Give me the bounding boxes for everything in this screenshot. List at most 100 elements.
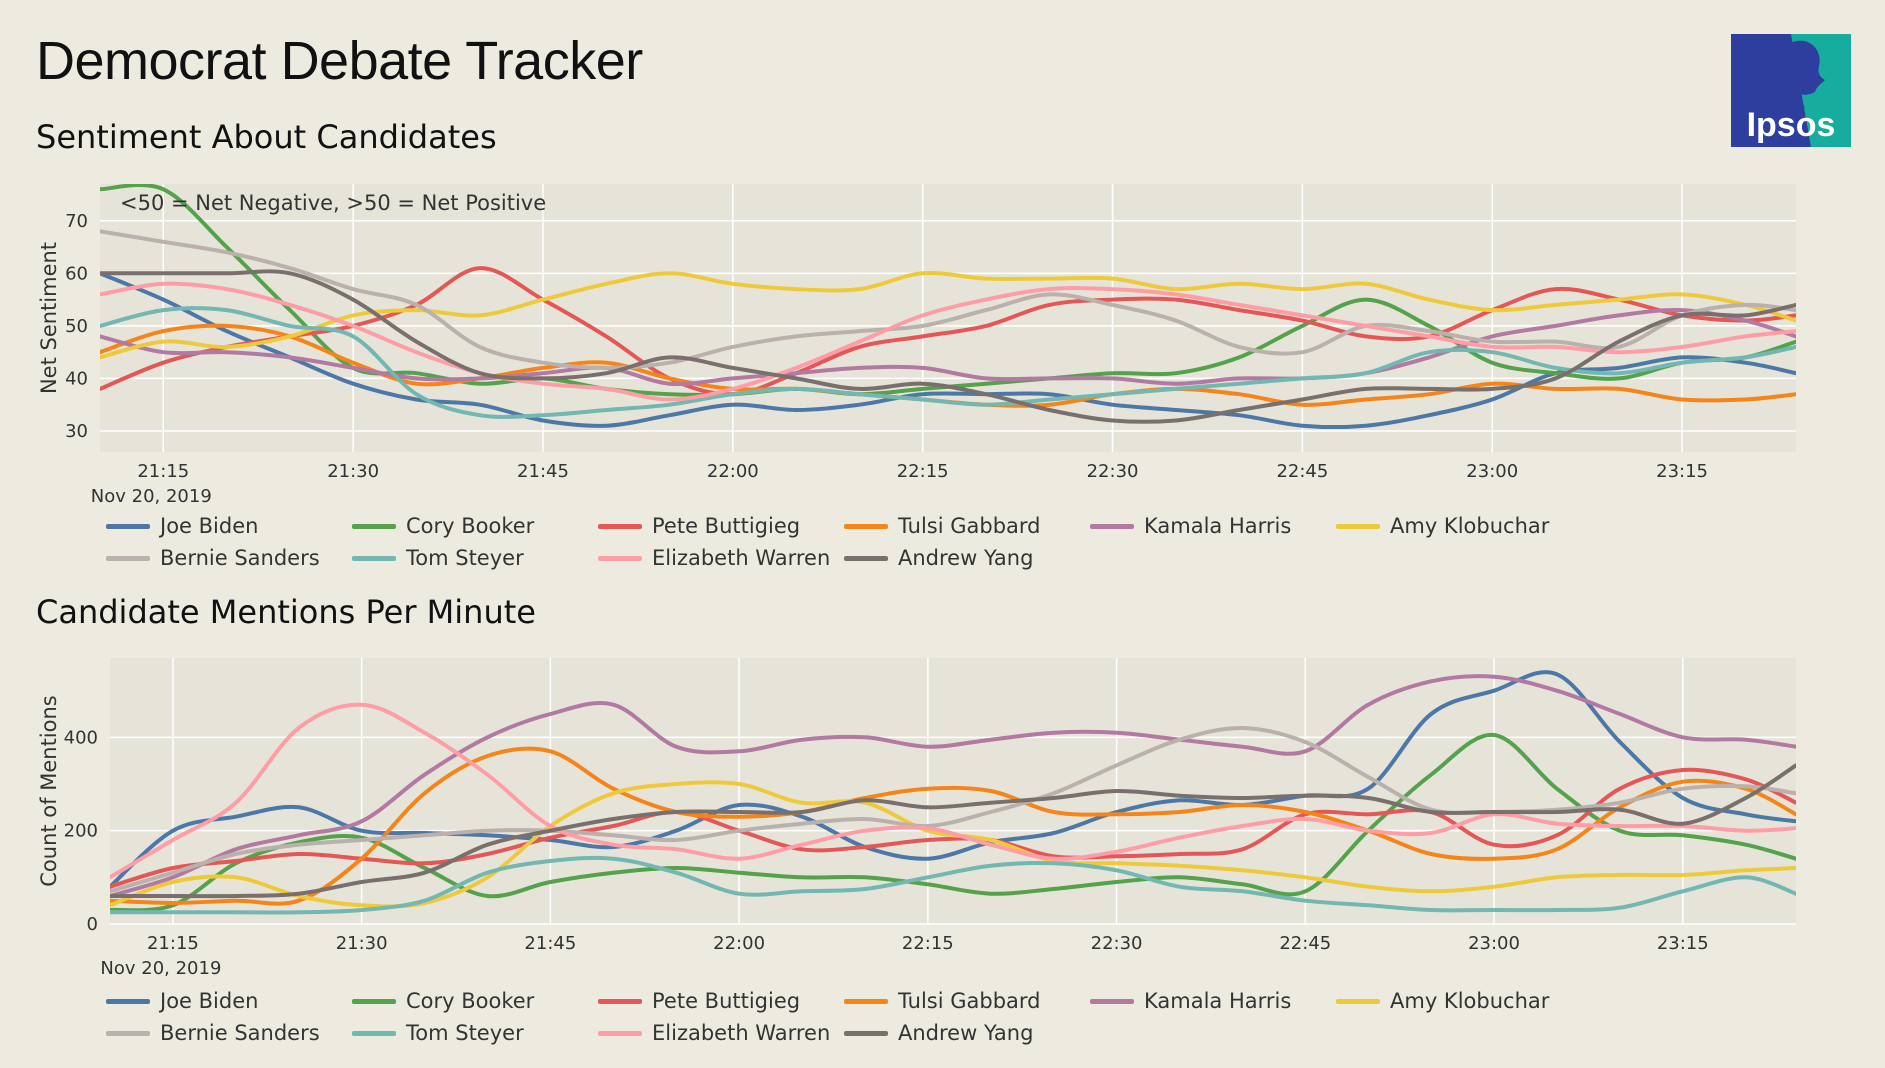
x-tick-label: 21:45 xyxy=(524,933,576,954)
legend-label: Cory Booker xyxy=(406,989,535,1013)
legend-swatch xyxy=(844,555,888,561)
legend-label: Amy Klobuchar xyxy=(1390,989,1550,1013)
legend-label: Elizabeth Warren xyxy=(652,546,831,570)
legend-swatch xyxy=(352,555,396,561)
legend-swatch xyxy=(598,1030,642,1036)
legend-swatch xyxy=(1090,998,1134,1004)
x-tick-label: 22:00 xyxy=(713,933,765,954)
legend-swatch xyxy=(106,998,150,1004)
series-line-cory-booker[interactable] xyxy=(110,732,1796,913)
legend-item[interactable]: Pete Buttigieg xyxy=(598,989,844,1013)
legend-label: Cory Booker xyxy=(406,514,535,538)
legend-label: Tom Steyer xyxy=(406,1021,524,1045)
legend-swatch xyxy=(352,523,396,529)
legend-swatch xyxy=(598,555,642,561)
series-line-andrew-yang[interactable] xyxy=(100,269,1796,424)
legend-item[interactable]: Cory Booker xyxy=(352,989,598,1013)
legend-swatch xyxy=(106,555,150,561)
legend-swatch xyxy=(1090,523,1134,529)
legend-swatch xyxy=(352,1030,396,1036)
legend-swatch xyxy=(352,998,396,1004)
x-tick-label: 22:30 xyxy=(1091,933,1143,954)
x-tick-label: 21:30 xyxy=(336,933,388,954)
chart-annotation: <50 = Net Negative, >50 = Net Positive xyxy=(120,191,546,215)
x-tick-label: 21:15 xyxy=(147,933,199,954)
series-line-tom-steyer[interactable] xyxy=(100,306,1796,419)
y-tick-label: 50 xyxy=(65,316,88,337)
series-line-elizabeth-warren[interactable] xyxy=(110,702,1796,880)
legend-item[interactable]: Pete Buttigieg xyxy=(598,514,844,538)
mentions-chart-legend: Joe Biden Cory Booker Pete Buttigieg Tulsi … xyxy=(106,985,1806,1049)
legend-item[interactable]: Joe Biden xyxy=(106,989,352,1013)
x-tick-label: 22:15 xyxy=(902,933,954,954)
series-line-tom-steyer[interactable] xyxy=(110,855,1796,915)
x-tick-label: 22:45 xyxy=(1279,933,1331,954)
x-tick-label: 22:00 xyxy=(707,461,759,482)
legend-item[interactable]: Elizabeth Warren xyxy=(598,546,844,570)
series-line-pete-buttigieg[interactable] xyxy=(100,266,1796,397)
legend-label: Tom Steyer xyxy=(406,546,524,570)
legend-label: Andrew Yang xyxy=(898,546,1034,570)
legend-swatch xyxy=(106,523,150,529)
y-tick-label: 30 xyxy=(65,421,88,442)
series-line-andrew-yang[interactable] xyxy=(110,763,1796,899)
sentiment-chart-title: Sentiment About Candidates xyxy=(36,118,497,156)
y-tick-label: 200 xyxy=(64,821,98,842)
legend-item[interactable]: Tulsi Gabbard xyxy=(844,989,1090,1013)
legend-label: Andrew Yang xyxy=(898,1021,1034,1045)
legend-item[interactable]: Cory Booker xyxy=(352,514,598,538)
series-line-tulsi-gabbard[interactable] xyxy=(110,746,1796,906)
legend-item[interactable]: Bernie Sanders xyxy=(106,1021,352,1045)
legend-label: Pete Buttigieg xyxy=(652,514,801,538)
x-tick-label: 23:15 xyxy=(1657,933,1709,954)
legend-item[interactable]: Tulsi Gabbard xyxy=(844,514,1090,538)
legend-label: Kamala Harris xyxy=(1144,989,1292,1013)
legend-label: Tulsi Gabbard xyxy=(898,514,1041,538)
legend-item[interactable]: Andrew Yang xyxy=(844,546,1090,570)
y-axis-label: Count of Mentions xyxy=(37,695,61,886)
legend-item[interactable]: Tom Steyer xyxy=(352,1021,598,1045)
series-line-elizabeth-warren[interactable] xyxy=(100,281,1796,402)
sentiment-chart-legend: Joe Biden Cory Booker Pete Buttigieg Tulsi … xyxy=(106,510,1806,574)
legend-swatch xyxy=(844,1030,888,1036)
plot-area xyxy=(100,184,1796,452)
legend-swatch xyxy=(598,523,642,529)
legend-swatch xyxy=(1336,998,1380,1004)
legend-item[interactable]: Kamala Harris xyxy=(1090,514,1336,538)
legend-label: Tulsi Gabbard xyxy=(898,989,1041,1013)
x-tick-label: 23:00 xyxy=(1468,933,1520,954)
series-line-kamala-harris[interactable] xyxy=(100,307,1796,387)
legend-item[interactable]: Bernie Sanders xyxy=(106,546,352,570)
plot-area xyxy=(110,658,1796,924)
y-tick-label: 400 xyxy=(64,727,98,748)
legend-item[interactable]: Tom Steyer xyxy=(352,546,598,570)
legend-item[interactable]: Andrew Yang xyxy=(844,1021,1090,1045)
legend-item[interactable]: Amy Klobuchar xyxy=(1336,989,1582,1013)
legend-row: Joe Biden Cory Booker Pete Buttigieg Tulsi … xyxy=(106,985,1806,1017)
legend-label: Joe Biden xyxy=(160,514,259,538)
series-line-bernie-sanders[interactable] xyxy=(100,229,1796,370)
legend-row: Bernie Sanders Tom Steyer Elizabeth Warren… xyxy=(106,1017,1806,1049)
mentions-chart: 0 200 400 21:15 21:30 21:45 22:00 22:15 22:30 22:… xyxy=(37,658,1796,979)
legend-swatch xyxy=(844,998,888,1004)
x-tick-label: 22:30 xyxy=(1087,461,1139,482)
x-date-label: Nov 20, 2019 xyxy=(91,486,212,507)
legend-label: Bernie Sanders xyxy=(160,546,320,570)
legend-item[interactable]: Amy Klobuchar xyxy=(1336,514,1582,538)
y-tick-label: 0 xyxy=(87,914,98,935)
legend-item[interactable]: Kamala Harris xyxy=(1090,989,1336,1013)
y-tick-label: 70 xyxy=(65,211,88,232)
legend-label: Bernie Sanders xyxy=(160,1021,320,1045)
x-tick-label: 23:15 xyxy=(1656,461,1708,482)
x-tick-label: 21:30 xyxy=(327,461,379,482)
legend-swatch xyxy=(106,1030,150,1036)
y-tick-label: 60 xyxy=(65,263,88,284)
legend-label: Amy Klobuchar xyxy=(1390,514,1550,538)
legend-item[interactable]: Joe Biden xyxy=(106,514,352,538)
legend-swatch xyxy=(598,998,642,1004)
legend-swatch xyxy=(1336,523,1380,529)
series-line-kamala-harris[interactable] xyxy=(110,674,1796,898)
sentiment-chart: 30 40 50 60 70 21:15 21:30 21:45 22:00 22:15 22:30… xyxy=(37,184,1796,507)
legend-item[interactable]: Elizabeth Warren xyxy=(598,1021,844,1045)
page-title: Democrat Debate Tracker xyxy=(36,31,643,91)
